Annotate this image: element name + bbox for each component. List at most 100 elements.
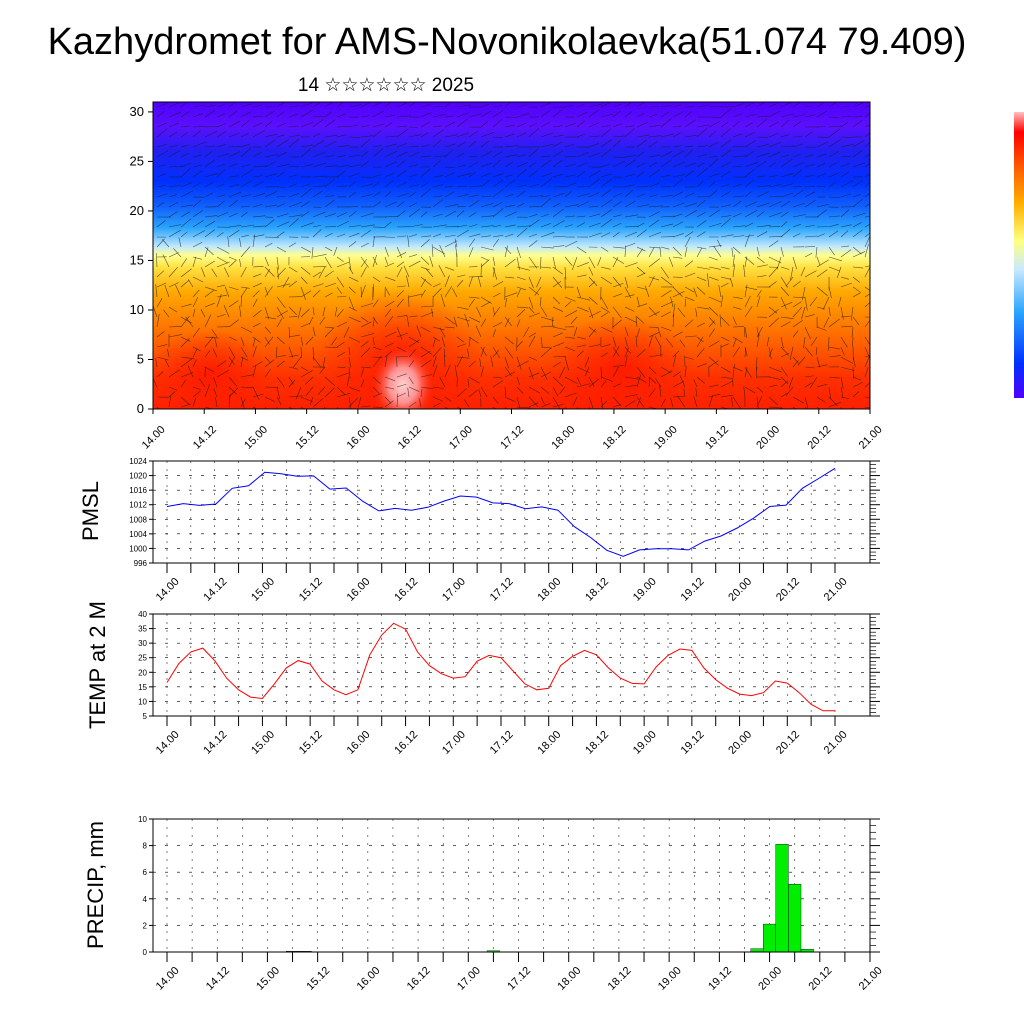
wind-arrow [804,114,816,118]
wind-arrow [804,175,814,178]
wind-arrow [801,306,806,320]
wind-arrow [432,283,441,288]
wind-arrow [744,326,748,338]
x-tick-label: 16.00 [345,576,373,604]
wind-arrow [828,355,841,358]
wind-arrow [444,149,453,158]
wind-arrow [864,406,870,409]
wind-arrow [312,228,322,238]
wind-arrow [360,151,369,158]
wind-arrow [240,336,245,347]
wind-arrow [564,256,573,266]
wind-arrow [600,366,602,379]
wind-arrow [300,164,314,168]
wind-arrow [188,279,194,288]
wind-arrow [282,276,290,289]
wind-arrow [463,399,470,408]
wind-arrow [540,371,552,378]
wind-arrow [468,199,480,208]
wind-arrow [828,215,841,218]
wind-arrow [660,300,674,308]
wind-arrow [372,317,375,328]
wind-arrow [659,383,662,398]
x-tick-label: 15.00 [254,965,282,993]
chart-title: Kazhydromet for AMS-Novonikolaevka(51.07… [48,21,967,63]
wind-arrow [756,386,764,393]
wind-arrow [444,266,455,271]
wind-arrow [744,132,755,138]
wind-arrow [785,386,794,396]
wind-arrow [204,366,214,373]
wind-arrow [456,336,464,343]
wind-arrow [264,173,278,178]
wind-arrow [660,118,672,128]
wind-arrow [480,301,491,308]
wind-arrow [264,266,275,277]
wind-arrow [276,231,285,238]
wind-arrow [216,183,225,188]
wind-arrow [252,203,263,208]
wind-arrow [324,213,336,218]
wind-arrow [612,364,625,368]
wind-arrow [214,337,218,348]
wind-arrow [552,266,563,275]
wind-arrow [816,356,821,368]
wind-arrow [168,266,178,278]
wind-arrow [708,328,716,338]
wind-arrow [744,327,746,338]
wind-arrow [322,356,326,369]
wind-arrow [439,327,446,338]
temp-grid [153,614,870,716]
wind-arrow [432,336,441,342]
wind-arrow [420,256,430,265]
wind-arrow [744,179,755,188]
cross-section-x-axis: 14.00 14.12 15.00 15.12 16.00 16.12 17.00 17.12… [140,409,885,452]
wind-arrow [756,326,760,338]
wind-arrow [516,386,524,394]
wind-arrow [420,112,432,118]
wind-arrow [716,239,722,248]
wind-arrow [672,291,685,298]
wind-arrow [492,396,499,404]
wind-arrow [396,252,407,258]
wind-arrow [180,153,190,158]
wind-arrow [552,332,563,338]
x-tick-label: 20.12 [806,424,834,452]
wind-arrow [264,204,278,208]
wind-arrow [804,326,811,340]
wind-arrow [216,261,230,268]
wind-arrow [444,326,455,329]
wind-arrow [408,348,417,358]
wind-arrow [732,145,745,148]
wind-arrow [453,316,458,328]
wind-arrow [456,356,470,359]
x-tick-label: 18.12 [583,729,611,757]
wind-arrow [384,221,392,228]
wind-arrow [468,238,476,248]
wind-arrow [156,406,159,409]
wind-arrow [396,181,408,188]
wind-arrow [334,306,338,317]
wind-arrow [300,211,310,218]
wind-arrow [211,328,218,338]
wind-arrow [684,145,694,148]
wind-arrow [468,171,476,178]
wind-arrow [204,247,209,258]
wind-arrow [720,191,731,198]
wind-arrow [828,386,832,399]
wind-arrow [468,276,473,288]
wind-arrow [838,296,842,307]
wind-arrow [252,130,266,138]
wind-arrow [696,363,707,368]
wind-arrow [216,360,227,368]
wind-arrow [360,138,371,148]
wind-arrow [452,288,458,298]
wind-arrow [516,406,531,409]
wind-arrow [840,179,854,188]
wind-arrow [492,118,503,128]
wind-arrow [288,105,300,108]
wind-arrow [588,306,594,319]
